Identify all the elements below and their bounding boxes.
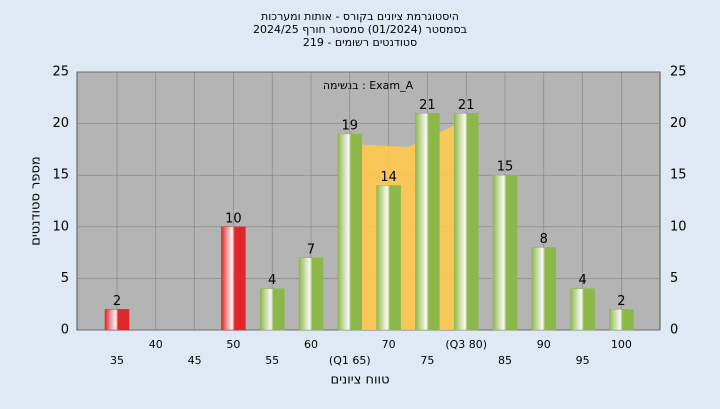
bar — [104, 309, 130, 331]
y-tick-label: 10 — [52, 219, 69, 234]
quartile-region — [349, 120, 467, 330]
bar — [415, 113, 440, 331]
y-axis-label: מספר סטודנטים — [29, 156, 44, 246]
y-tick-label: 20 — [52, 116, 69, 131]
bar — [376, 185, 401, 331]
y-tick-label: 15 — [52, 168, 69, 183]
data-label: 2 — [113, 294, 121, 309]
data-label: 21 — [458, 98, 475, 113]
data-label: 19 — [342, 118, 359, 133]
bar — [221, 226, 246, 331]
chart-title: סטודנטים רשומים - 219 — [303, 36, 417, 49]
x-tick-label: 95 — [576, 354, 590, 367]
data-label: 4 — [578, 273, 586, 288]
x-tick-label: 70 — [382, 338, 396, 351]
x-tick-label: 85 — [498, 354, 512, 367]
bar — [609, 309, 634, 331]
y2-tick-label: 10 — [670, 219, 687, 234]
bar — [298, 257, 324, 331]
x-tick-label: 40 — [149, 338, 163, 351]
x-tick-label: 55 — [265, 354, 279, 367]
x-tick-label: (Q1 65) — [329, 354, 371, 367]
data-label: 14 — [380, 170, 397, 185]
x-tick-label: 75 — [420, 354, 434, 367]
x-tick-label: 60 — [304, 338, 318, 351]
y-tick-label: 0 — [61, 323, 69, 338]
data-label: 4 — [268, 273, 276, 288]
data-label: 8 — [540, 232, 548, 247]
data-label: 2 — [617, 294, 625, 309]
x-axis-label: טווח ציונים — [330, 373, 389, 388]
x-tick-label: 45 — [188, 354, 202, 367]
x-tick-label: 35 — [110, 354, 124, 367]
chart-title: בסמסטר (01/2024) סמסטר חורף 2024/25 — [253, 23, 467, 36]
y-tick-label: 25 — [52, 65, 69, 80]
y2-tick-label: 15 — [670, 168, 687, 183]
y2-tick-label: 20 — [670, 116, 687, 131]
x-tick-label: (Q3 80) — [445, 338, 487, 351]
bar — [570, 288, 595, 331]
data-label: 7 — [307, 242, 315, 257]
data-label: 15 — [497, 160, 514, 175]
y2-tick-label: 0 — [670, 323, 678, 338]
y2-tick-label: 25 — [670, 65, 687, 80]
annotation: בנשימה : Exam_A — [323, 79, 414, 92]
x-tick-label: 90 — [537, 338, 551, 351]
x-tick-label: 100 — [611, 338, 632, 351]
x-tick-label: 50 — [226, 338, 240, 351]
data-label: 10 — [225, 211, 242, 226]
bar — [492, 174, 518, 331]
y2-tick-label: 5 — [670, 271, 678, 286]
y-tick-label: 5 — [61, 271, 69, 286]
bar — [453, 113, 479, 331]
data-label: 21 — [419, 98, 436, 113]
bar — [259, 288, 285, 331]
bar — [531, 247, 557, 331]
chart-title: היסטוגרמת ציונים בקורס - אותות ומערכות — [261, 10, 459, 23]
bar — [337, 133, 363, 331]
